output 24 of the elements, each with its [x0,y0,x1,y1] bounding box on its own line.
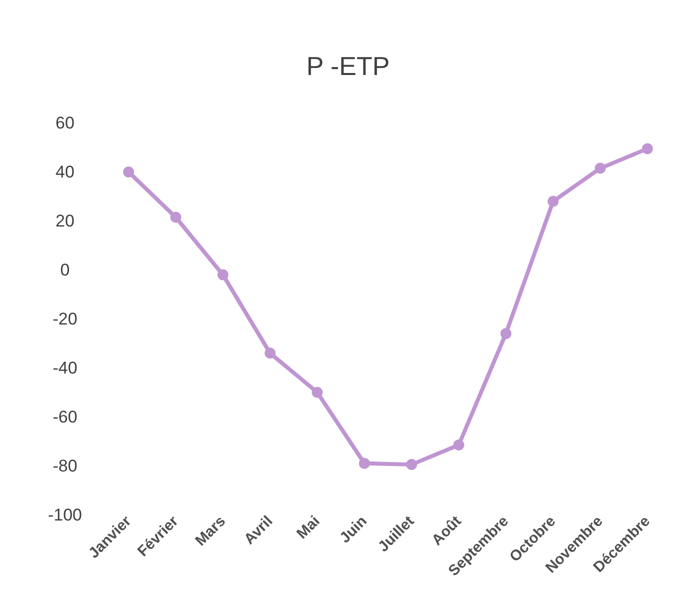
point [170,212,182,223]
point [594,162,606,174]
point [548,196,559,207]
y-tick-label: -20 [52,309,78,328]
y-tick-label: 60 [56,114,74,132]
point [123,166,134,178]
point [264,348,276,359]
point [453,439,464,450]
x-tick-label: Mai [294,512,324,542]
point [358,458,370,469]
y-tick-label: 20 [56,211,74,230]
x-tick-label: Juin [336,512,370,547]
point [642,143,653,154]
point [312,386,323,398]
point [406,459,418,470]
point [500,328,512,340]
point [217,269,228,280]
y-tick-label: -40 [52,358,78,378]
y-tick-label: 40 [56,162,74,182]
chart-title: P -ETP [306,51,390,81]
y-tick-label: -60 [52,407,78,426]
y-tick-label: 0 [60,260,70,280]
y-tick-label: -80 [52,456,78,476]
y-tick-label: -100 [48,505,82,524]
